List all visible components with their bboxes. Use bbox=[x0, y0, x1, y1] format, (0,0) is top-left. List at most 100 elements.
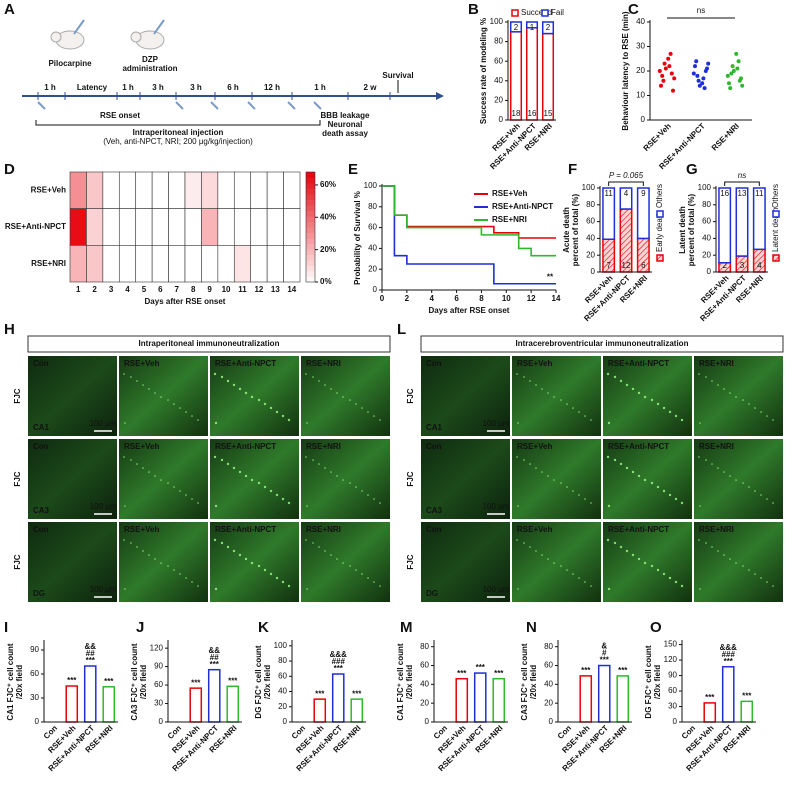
y-axis-label: /20x field bbox=[405, 665, 414, 699]
interval-label: 1 h bbox=[122, 83, 134, 92]
stained-cell bbox=[185, 577, 187, 579]
stained-cell bbox=[263, 402, 267, 406]
count-label: 2 bbox=[514, 23, 519, 32]
y-axis-label: Acute death bbox=[562, 207, 571, 253]
survival-line bbox=[382, 185, 556, 239]
column-label: RSE+Anti-NPCT bbox=[608, 525, 669, 534]
count-label: 4 bbox=[624, 189, 629, 198]
stained-cell bbox=[742, 399, 744, 401]
y-tick-label: 60 bbox=[368, 223, 377, 232]
region-label: CA3 bbox=[426, 506, 443, 515]
heatmap-cell bbox=[266, 245, 284, 283]
stained-cell bbox=[244, 391, 248, 395]
data-point bbox=[697, 83, 702, 88]
title-box bbox=[420, 335, 784, 353]
stained-cell bbox=[560, 399, 562, 401]
micrograph bbox=[28, 356, 117, 436]
bar bbox=[83, 665, 97, 723]
count-label: 15 bbox=[544, 109, 553, 118]
stained-cell bbox=[553, 479, 555, 481]
data-point bbox=[668, 51, 673, 56]
significance-label: ## bbox=[210, 653, 219, 662]
stained-cell bbox=[560, 565, 562, 567]
stained-cell bbox=[590, 502, 592, 504]
stained-cell bbox=[529, 380, 531, 382]
injection-mark bbox=[37, 101, 46, 110]
stained-cell bbox=[306, 422, 308, 424]
stained-cell bbox=[643, 395, 647, 399]
significance-label: && bbox=[84, 642, 96, 651]
y-tick-label: 60 bbox=[494, 56, 503, 65]
stain-label: FJC bbox=[13, 554, 22, 569]
column-label: RSE+NRI bbox=[699, 525, 734, 534]
y-tick-label: 0 bbox=[707, 267, 712, 276]
data-point bbox=[667, 64, 672, 69]
y-tick-label: 40 bbox=[544, 679, 553, 688]
bar-segment bbox=[525, 27, 539, 121]
significance-label: *** bbox=[67, 676, 77, 685]
count-label: 13 bbox=[738, 189, 747, 198]
stained-cell bbox=[566, 486, 568, 488]
stained-cell bbox=[578, 494, 580, 496]
stained-cell bbox=[607, 587, 611, 591]
y-tick-label: 0 bbox=[673, 717, 678, 726]
significance-label: ### bbox=[722, 650, 736, 659]
stained-cell bbox=[355, 569, 357, 571]
endpoint-label: Survival bbox=[382, 71, 413, 80]
colorbar-step bbox=[306, 254, 315, 261]
y-tick-label: 0 bbox=[373, 285, 378, 294]
assay-label: death assay bbox=[322, 129, 368, 138]
stained-cell bbox=[698, 539, 700, 541]
stained-cell bbox=[606, 455, 610, 459]
stain-label: FJC bbox=[13, 471, 22, 486]
heatmap-cell bbox=[135, 245, 153, 283]
row-label: RSE+Veh bbox=[31, 185, 66, 194]
micrograph bbox=[512, 522, 601, 602]
colorbar-step bbox=[306, 210, 315, 217]
bar bbox=[597, 664, 611, 723]
stained-cell bbox=[214, 587, 218, 591]
y-tick-label: 0 bbox=[159, 717, 164, 726]
data-point bbox=[671, 88, 675, 93]
stained-cell bbox=[238, 470, 242, 474]
y-tick-label: 20 bbox=[702, 250, 711, 259]
y-tick-label: 20 bbox=[494, 96, 503, 105]
heatmap-cell bbox=[118, 171, 137, 209]
y-tick-label: 80 bbox=[278, 656, 287, 665]
stained-cell bbox=[516, 539, 518, 541]
column-label: RSE+NRI bbox=[306, 442, 341, 451]
stained-cell bbox=[213, 538, 217, 542]
heatmap-cell bbox=[250, 245, 268, 283]
bar bbox=[226, 685, 240, 723]
stained-cell bbox=[226, 545, 230, 549]
significance-label: *** bbox=[457, 669, 467, 678]
panel-label: N bbox=[526, 619, 537, 636]
colorbar-step bbox=[306, 205, 315, 211]
bar-segment bbox=[636, 187, 650, 240]
bar-segment bbox=[735, 187, 749, 257]
stained-cell bbox=[257, 564, 261, 568]
bar bbox=[492, 677, 506, 723]
data-point bbox=[739, 76, 743, 81]
stained-cell bbox=[173, 569, 175, 571]
y-tick-label: 100 bbox=[364, 181, 378, 190]
significance-label: ** bbox=[547, 273, 554, 282]
micrograph bbox=[210, 356, 299, 436]
stained-cell bbox=[674, 580, 678, 584]
x-tick-label: 7 bbox=[175, 285, 180, 294]
stained-cell bbox=[312, 459, 314, 461]
y-tick-label: 80 bbox=[586, 200, 595, 209]
stained-cell bbox=[287, 584, 291, 588]
stained-cell bbox=[191, 498, 193, 500]
stained-cell bbox=[547, 392, 549, 394]
drug-label: DZP bbox=[142, 55, 159, 64]
bar bbox=[703, 702, 717, 723]
stained-cell bbox=[517, 588, 519, 590]
stained-cell bbox=[760, 577, 762, 579]
stained-cell bbox=[197, 502, 199, 504]
column-label: RSE+Veh bbox=[124, 525, 159, 534]
stained-cell bbox=[244, 474, 248, 478]
onset-label: RSE onset bbox=[100, 111, 140, 120]
x-tick-label: 8 bbox=[191, 285, 196, 294]
stained-cell bbox=[318, 463, 320, 465]
